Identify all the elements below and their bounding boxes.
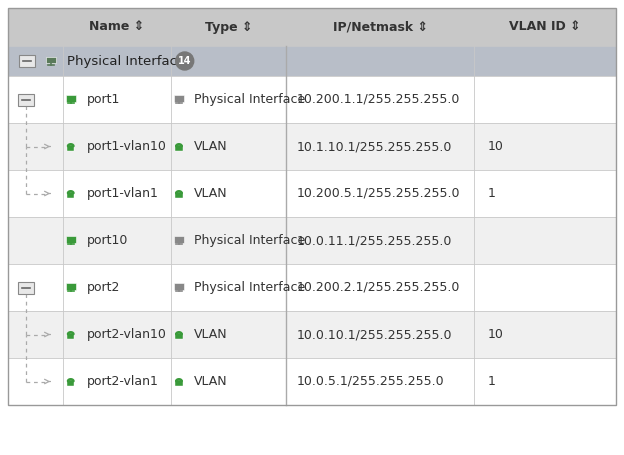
Text: 10.0.10.1/255.255.255.0: 10.0.10.1/255.255.255.0 <box>296 328 452 341</box>
Text: Physical Interface: Physical Interface <box>194 93 305 106</box>
Bar <box>8 8 616 405</box>
Text: Physical Interface: Physical Interface <box>194 234 305 247</box>
Text: 10.0.5.1/255.255.255.0: 10.0.5.1/255.255.255.0 <box>296 375 444 388</box>
Text: VLAN: VLAN <box>194 328 228 341</box>
Bar <box>66 236 76 243</box>
Bar <box>8 76 616 123</box>
Text: 10.0.11.1/255.255.255.0: 10.0.11.1/255.255.255.0 <box>296 234 452 247</box>
Text: port2-vlan10: port2-vlan10 <box>87 328 167 341</box>
Text: 10: 10 <box>488 328 504 341</box>
Text: 10.200.5.1/255.255.255.0: 10.200.5.1/255.255.255.0 <box>296 187 460 200</box>
Text: IP/Netmask ⇕: IP/Netmask ⇕ <box>333 20 427 34</box>
Bar <box>175 333 182 339</box>
Bar <box>46 57 56 63</box>
Circle shape <box>176 52 193 70</box>
Text: port2: port2 <box>87 281 120 294</box>
Bar <box>8 358 616 405</box>
Text: 10: 10 <box>488 140 504 153</box>
Bar <box>175 145 182 151</box>
Bar <box>174 95 184 101</box>
Bar <box>174 283 184 289</box>
Text: VLAN: VLAN <box>194 140 228 153</box>
Text: Physical Interface: Physical Interface <box>194 281 305 294</box>
Text: Type ⇕: Type ⇕ <box>205 20 253 34</box>
Bar <box>66 283 76 289</box>
Text: 10.200.1.1/255.255.255.0: 10.200.1.1/255.255.255.0 <box>296 93 460 106</box>
Text: VLAN ID ⇕: VLAN ID ⇕ <box>509 20 581 34</box>
Text: 10.1.10.1/255.255.255.0: 10.1.10.1/255.255.255.0 <box>296 140 452 153</box>
Text: VLAN: VLAN <box>194 375 228 388</box>
Bar <box>67 192 74 197</box>
Bar <box>67 333 74 339</box>
Bar <box>8 264 616 311</box>
Bar <box>8 217 616 264</box>
Text: Name ⇕: Name ⇕ <box>89 20 145 34</box>
Bar <box>8 170 616 217</box>
Text: 10.200.2.1/255.255.255.0: 10.200.2.1/255.255.255.0 <box>296 281 460 294</box>
Text: 14: 14 <box>178 56 192 66</box>
Bar <box>8 46 616 76</box>
Bar <box>19 55 35 67</box>
Text: port1-vlan1: port1-vlan1 <box>87 187 158 200</box>
Bar <box>8 311 616 358</box>
Bar <box>175 380 182 386</box>
Bar <box>67 145 74 151</box>
Bar <box>67 380 74 386</box>
Text: 1: 1 <box>488 187 495 200</box>
Bar <box>8 8 616 46</box>
Text: Physical Interface: Physical Interface <box>67 55 185 67</box>
Bar <box>174 236 184 243</box>
Text: port10: port10 <box>87 234 128 247</box>
Text: VLAN: VLAN <box>194 187 228 200</box>
Text: 1: 1 <box>488 375 495 388</box>
Bar <box>17 93 34 106</box>
Text: port2-vlan1: port2-vlan1 <box>87 375 158 388</box>
Bar <box>17 282 34 293</box>
Text: port1: port1 <box>87 93 120 106</box>
Bar <box>66 95 76 101</box>
Bar <box>8 123 616 170</box>
Text: port1-vlan10: port1-vlan10 <box>87 140 167 153</box>
Bar <box>175 192 182 197</box>
